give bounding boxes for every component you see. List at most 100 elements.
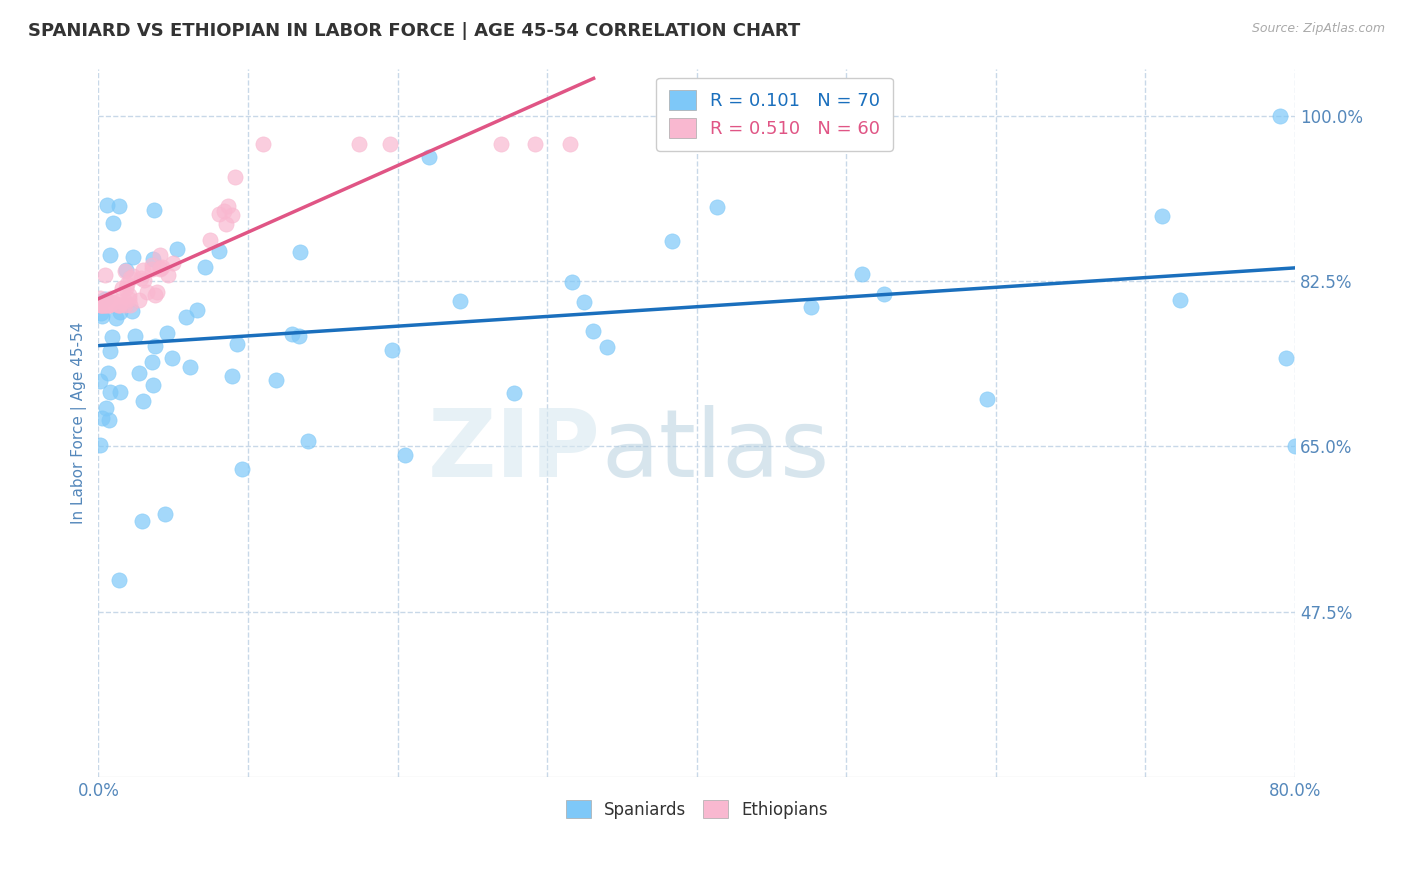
Point [288,244,311,259]
Point [706,200,728,214]
Point [491,137,513,152]
Point [91,411,114,425]
Point [582,324,605,338]
Point [114,263,136,277]
Point [217,199,239,213]
Point [224,169,246,184]
Point [101,216,124,230]
Point [135,285,157,299]
Point [1275,351,1298,365]
Point [100,248,122,262]
Point [149,261,172,276]
Point [122,268,145,283]
Point [418,150,440,164]
Point [89,374,111,388]
Point [89,298,111,312]
Point [153,507,176,521]
Point [156,326,179,340]
Point [264,373,287,387]
Point [96,298,118,312]
Point [146,285,169,299]
Text: SPANIARD VS ETHIOPIAN IN LABOR FORCE | AGE 45-54 CORRELATION CHART: SPANIARD VS ETHIOPIAN IN LABOR FORCE | A… [28,22,800,40]
Point [97,298,120,312]
Point [156,268,179,283]
Point [132,393,155,408]
Point [108,199,131,213]
Point [128,366,150,380]
Point [90,309,112,323]
Point [98,298,121,312]
Point [128,293,150,307]
Point [208,244,231,259]
Point [121,304,143,318]
Point [98,384,121,399]
Point [149,248,172,262]
Point [449,294,471,309]
Point [596,340,619,354]
Point [226,337,249,351]
Point [793,109,815,123]
Point [90,306,112,320]
Point [122,250,145,264]
Point [142,252,165,266]
Point [143,338,166,352]
Point [378,137,401,152]
Point [94,401,117,416]
Point [561,275,583,289]
Point [93,292,115,306]
Point [91,298,114,312]
Point [150,260,173,275]
Point [105,311,128,326]
Point [221,368,243,383]
Text: ZIP: ZIP [427,405,600,497]
Point [214,203,236,218]
Point [252,137,274,152]
Point [98,296,121,310]
Point [97,366,120,380]
Point [503,386,526,401]
Point [129,271,152,285]
Point [93,298,115,312]
Point [94,268,117,283]
Point [349,137,371,152]
Point [523,137,546,152]
Point [661,234,683,248]
Point [114,298,136,312]
Y-axis label: In Labor Force | Age 45-54: In Labor Force | Age 45-54 [72,322,87,524]
Point [108,384,131,399]
Point [107,298,129,312]
Point [108,573,131,587]
Point [800,300,823,314]
Point [98,344,121,359]
Point [215,217,238,231]
Legend: Spaniards, Ethiopians: Spaniards, Ethiopians [560,793,834,825]
Point [221,208,243,222]
Point [1268,109,1291,123]
Text: Source: ZipAtlas.com: Source: ZipAtlas.com [1251,22,1385,36]
Point [132,262,155,277]
Point [107,293,129,308]
Point [117,277,139,291]
Point [90,298,112,312]
Point [297,434,319,448]
Point [141,258,163,272]
Point [141,261,163,276]
Point [115,281,138,295]
Point [132,272,155,286]
Point [162,256,184,270]
Point [160,351,183,365]
Point [100,329,122,343]
Point [89,291,111,305]
Point [143,288,166,302]
Point [179,360,201,375]
Point [94,298,117,312]
Point [394,448,416,462]
Point [89,438,111,452]
Point [976,392,998,406]
Point [118,292,141,306]
Point [108,298,131,312]
Point [381,343,404,357]
Text: atlas: atlas [600,405,830,497]
Point [124,328,146,343]
Point [108,305,131,319]
